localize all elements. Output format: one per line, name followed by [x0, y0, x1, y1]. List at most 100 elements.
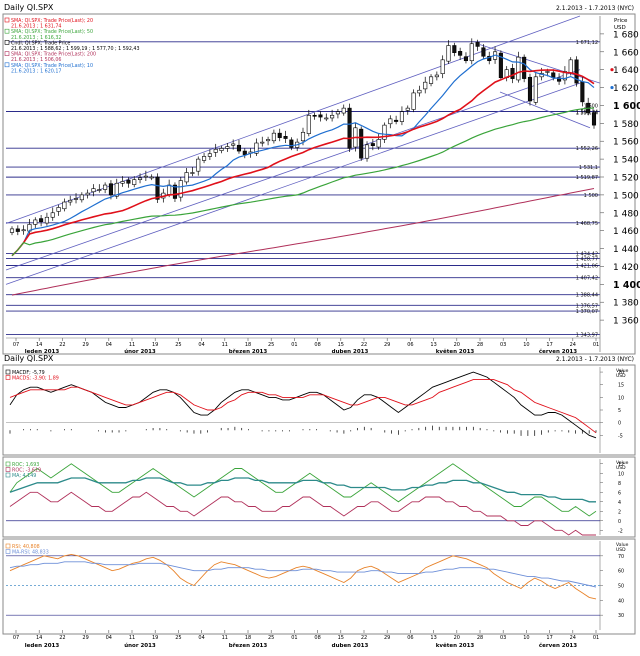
candle-body [236, 144, 242, 152]
indicator-legend-swatch [5, 543, 11, 549]
candle-body [562, 71, 567, 81]
indicator-legend-entry: MA; 4,149 [12, 473, 36, 479]
indicator-series-line [9, 477, 596, 503]
month-label: duben 2013 [332, 349, 369, 355]
candle-body [149, 176, 154, 179]
indicator-y-tick-label: 6 [618, 490, 621, 496]
candle-body [260, 141, 265, 144]
candle-body [545, 71, 550, 73]
indicator-legend-entry: ROC; -3,619 [12, 468, 41, 474]
x-tick-label: 14 [36, 342, 42, 348]
candle-body [446, 45, 451, 62]
bottom-x-tick-label: 25 [175, 635, 181, 641]
y-tick-label: 1 520 [613, 174, 639, 184]
legend-entry: Cndl; QI.SPX; Trade Price [11, 40, 70, 46]
x-tick-label: 22 [59, 342, 65, 348]
bottom-x-tick-label: 01 [291, 635, 297, 641]
candle-body [9, 228, 15, 233]
trend-channel-line [479, 44, 601, 84]
candle-body [283, 136, 288, 139]
bottom-x-tick-label: 22 [361, 635, 367, 641]
x-tick-label: 10 [523, 342, 529, 348]
candle-body [382, 124, 387, 140]
candle-body [167, 184, 172, 195]
x-tick-label: 18 [245, 342, 251, 348]
x-tick-label: 03 [500, 342, 506, 348]
legend-swatch [4, 51, 10, 56]
y-tick-label: 1 500 [613, 191, 639, 201]
indicator-y-tick-label: 5 [618, 408, 621, 414]
legend-entry: 21.6.2013 ; 1 588,62 ; 1 599,19 ; 1 577,… [11, 46, 140, 52]
bottom-month-label: březen 2013 [229, 642, 268, 649]
month-label: červen 2013 [539, 348, 577, 355]
candle-body [143, 175, 148, 178]
candle-body [213, 148, 218, 153]
candle-body [516, 56, 521, 81]
candle-body [289, 139, 294, 148]
moving-averages [11, 54, 614, 296]
lower-panels-title: Daily QI.SPX [4, 354, 54, 363]
indicator-legend-entry: MACDF; -5,79 [12, 370, 45, 376]
bottom-x-tick-label: 08 [314, 635, 320, 641]
bottom-x-tick-label: 06 [407, 635, 413, 641]
indicator-series-line [9, 371, 597, 439]
candle-body [347, 107, 352, 149]
x-tick-label: 06 [407, 342, 413, 348]
indicator-series-line [9, 553, 597, 600]
macd-panel-frame [2, 364, 636, 456]
current-price-label: 1 593,24 [576, 110, 598, 116]
candle-body [423, 81, 428, 90]
bottom-x-tick-label: 22 [59, 635, 65, 641]
candle-body [341, 107, 346, 114]
indicator-legend-entry: RSI; 40,808 [12, 544, 40, 550]
price-panel-title: Daily QI.SPX [4, 3, 54, 12]
bottom-x-tick-label: 15 [338, 635, 344, 641]
price-level-label: 1 407,42 [576, 276, 598, 282]
y-tick-label: 1 440 [613, 245, 639, 255]
x-tick-label: 20 [454, 342, 460, 348]
legend-entry: SMA; QI.SPX; Trade Price(Last); 10 [11, 63, 93, 69]
candle-body [306, 114, 311, 134]
indicator-axis-caption: Value [616, 368, 629, 374]
x-tick-label: 25 [268, 342, 274, 348]
candle-body [79, 194, 84, 201]
bottom-x-tick-label: 04 [198, 635, 204, 641]
x-tick-label: 22 [361, 342, 367, 348]
indicator-series-line [9, 491, 596, 536]
y-tick-label: 1 580 [613, 120, 639, 130]
candle-body [405, 107, 410, 111]
sma-10-marker [610, 85, 614, 90]
price-level-label: 1 500 [584, 193, 598, 199]
candle-body [44, 216, 49, 224]
price-level-label: 1 428,77 [576, 257, 598, 263]
candle-body [312, 114, 317, 117]
candle-body [324, 117, 329, 120]
indicator-y-tick-label: 60 [618, 569, 624, 575]
candle-body [271, 132, 276, 142]
candle-body [137, 177, 143, 180]
candle-body [97, 189, 102, 191]
indicator-y-tick-label: 30 [618, 613, 624, 619]
bottom-month-label: květen 2013 [436, 642, 475, 649]
candle-body [172, 184, 178, 199]
candle-body [335, 111, 340, 115]
month-label: leden 2013 [25, 349, 60, 355]
candle-body [39, 218, 44, 223]
bottom-x-tick-label: 20 [454, 635, 460, 641]
price-level-label: 1 421,06 [576, 263, 598, 269]
indicator-y-tick-label: 40 [618, 598, 624, 604]
price-level-label: 1 376,57 [576, 303, 598, 309]
candle-body [440, 59, 445, 74]
x-tick-label: 13 [430, 342, 436, 348]
candle-body [498, 52, 503, 79]
indicator-legend-swatch [5, 375, 11, 380]
x-tick-label: 29 [384, 342, 390, 348]
lower-panels-date-range: 2.1.2013 - 1.7.2013 (NYC) [556, 356, 634, 363]
indicator-y-tick-label: 12 [618, 462, 624, 468]
indicator-y-tick-label: 50 [618, 584, 624, 590]
sma-50-line [11, 107, 595, 257]
candle-body [126, 179, 131, 184]
